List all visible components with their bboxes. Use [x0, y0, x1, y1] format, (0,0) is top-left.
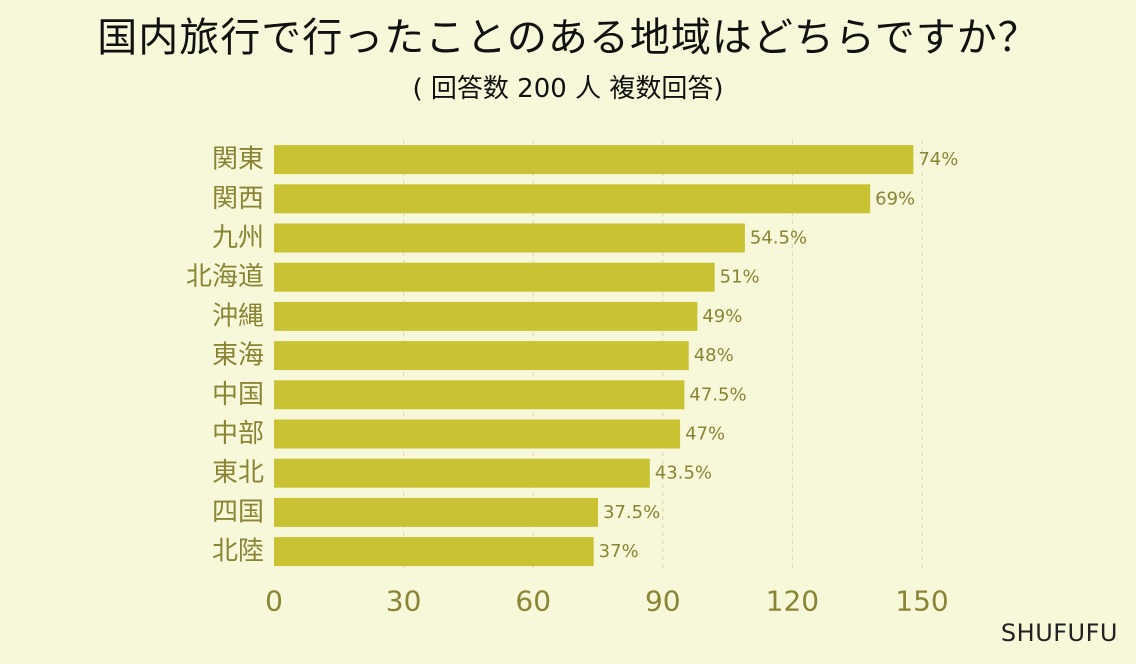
- data-label: 74%: [918, 149, 958, 170]
- category-label: 東北: [212, 458, 264, 488]
- category-label: 東海: [212, 341, 264, 371]
- data-label: 37%: [599, 541, 639, 562]
- bar: [274, 301, 698, 331]
- bar: [274, 341, 689, 371]
- category-label: 関東: [212, 145, 264, 175]
- bar: [274, 419, 681, 449]
- chart-subtitle: ( 回答数 200 人 複数回答): [412, 74, 724, 104]
- source-label: SHUFUFU: [1000, 619, 1118, 647]
- category-label: 北海道: [186, 262, 264, 292]
- data-label: 51%: [720, 267, 760, 288]
- bar: [274, 184, 871, 214]
- data-label: 47%: [685, 424, 725, 445]
- x-tick-label: 150: [895, 585, 948, 618]
- category-label: 四国: [212, 497, 264, 527]
- data-label: 49%: [702, 306, 742, 327]
- bar: [274, 145, 914, 175]
- x-tick-label: 30: [386, 585, 422, 618]
- bar: [274, 380, 685, 410]
- bar: [274, 262, 715, 292]
- category-label: 中部: [212, 419, 264, 449]
- x-tick-label: 60: [515, 585, 551, 618]
- data-label: 37.5%: [603, 502, 660, 523]
- category-label: 中国: [212, 380, 264, 410]
- bar: [274, 497, 598, 527]
- data-label: 69%: [875, 188, 915, 209]
- x-tick-label: 0: [265, 585, 283, 618]
- category-label: 九州: [212, 223, 264, 253]
- category-label: 北陸: [212, 537, 264, 567]
- x-tick-label: 90: [645, 585, 681, 618]
- x-tick-label: 120: [766, 585, 819, 618]
- category-label: 沖縄: [212, 301, 264, 331]
- bar: [274, 537, 594, 567]
- data-label: 47.5%: [689, 384, 746, 405]
- bar: [274, 223, 745, 253]
- chart-title: 国内旅行で行ったことのある地域はどちらですか？: [97, 15, 1039, 61]
- data-label: 48%: [694, 345, 734, 366]
- data-label: 54.5%: [750, 228, 807, 249]
- category-label: 関西: [212, 184, 264, 214]
- data-label: 43.5%: [655, 463, 712, 484]
- bar: [274, 458, 650, 488]
